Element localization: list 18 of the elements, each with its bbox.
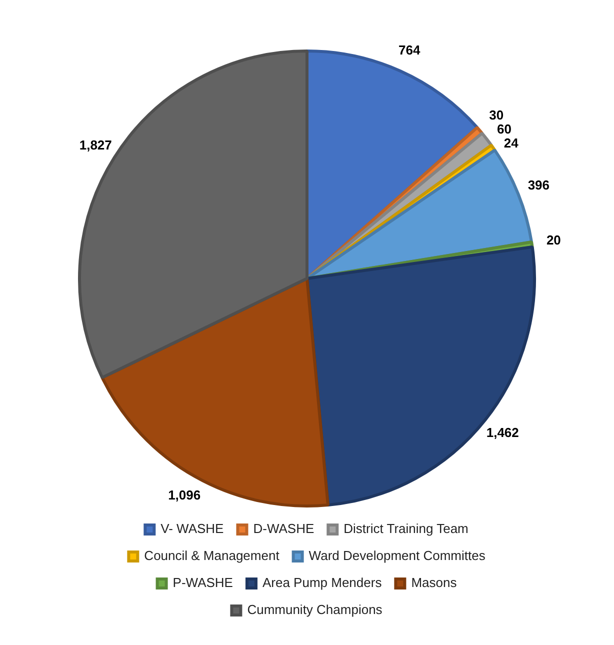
data-label: 1,462 <box>486 424 519 440</box>
data-label: 20 <box>546 232 561 248</box>
legend-label: Council & Management <box>144 548 280 564</box>
legend-label: Masons <box>411 575 458 590</box>
legend-label: District Training Team <box>344 521 468 536</box>
legend-label: D-WASHE <box>253 521 314 536</box>
legend-label: Ward Development Committes <box>308 548 486 564</box>
legend-label: Cummunity Champions <box>247 602 383 618</box>
legend-label: Area Pump Menders <box>262 575 382 590</box>
data-label: 1,096 <box>168 487 201 502</box>
data-label: 396 <box>528 177 550 192</box>
legend-label: P-WASHE <box>172 575 234 590</box>
data-label: 24 <box>504 136 520 151</box>
data-label: 60 <box>497 122 512 137</box>
data-label: 30 <box>489 108 504 123</box>
data-label: 764 <box>398 42 421 58</box>
legend-label: V- WASHE <box>160 521 224 536</box>
data-label: 1,827 <box>79 138 112 153</box>
